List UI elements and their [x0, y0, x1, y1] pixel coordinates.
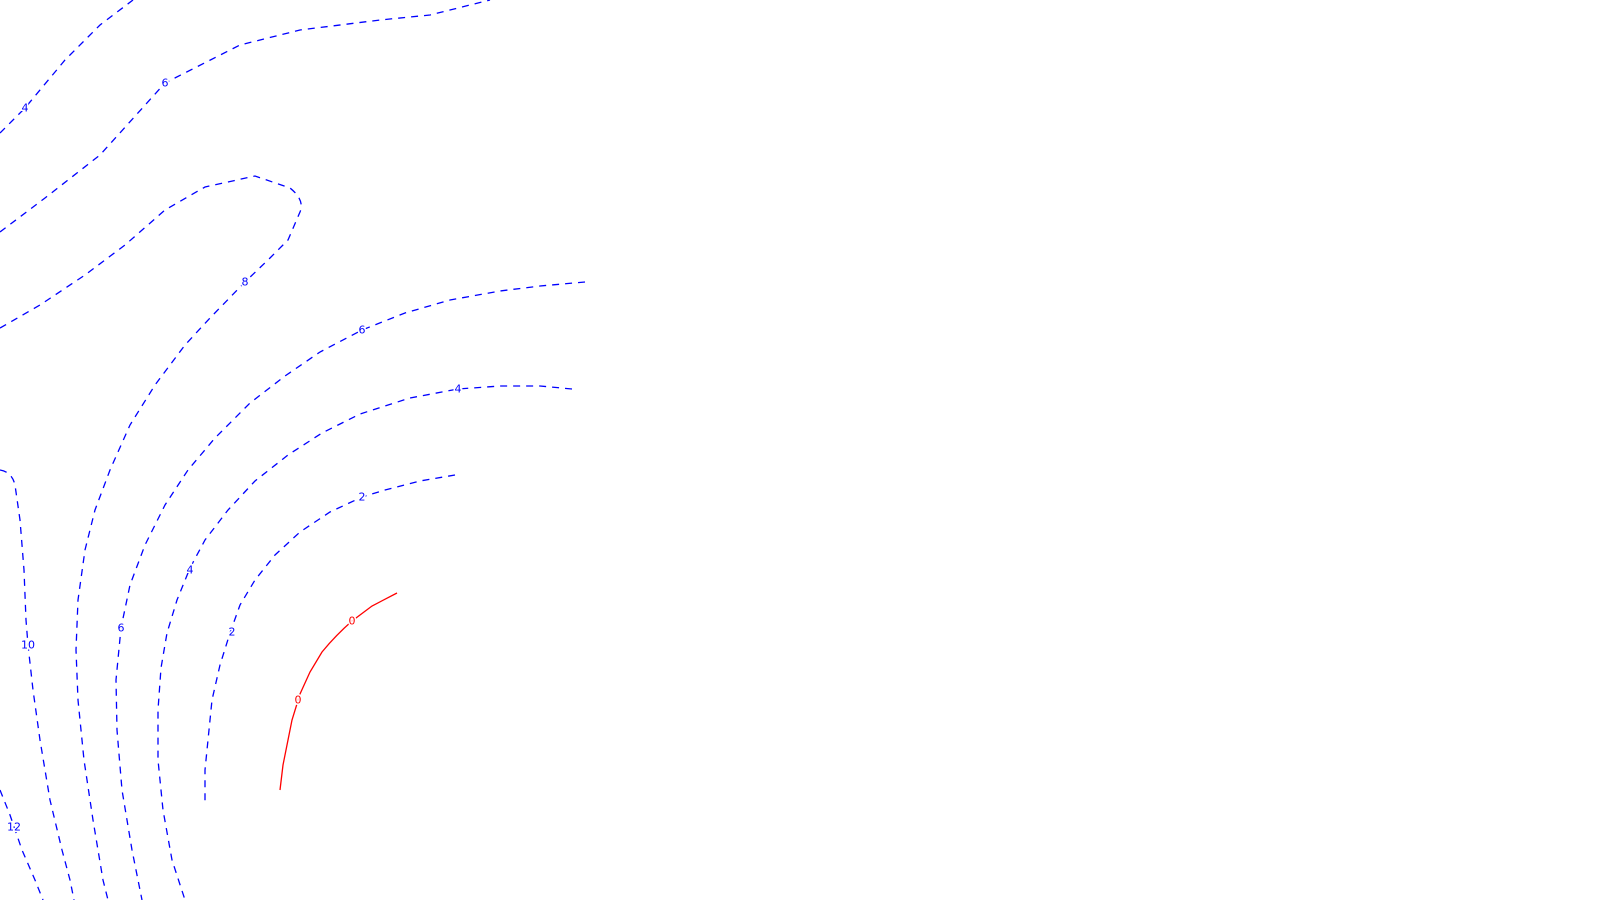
contour-label-10: 10: [21, 639, 35, 652]
contour-label-6: 6: [359, 324, 366, 337]
contour-line-6-top: [0, 0, 491, 233]
contour-label-0: 0: [349, 615, 356, 628]
contour-line-8: [0, 175, 302, 900]
contour-label-2: 2: [359, 491, 366, 504]
contour-label-4: 4: [455, 383, 462, 396]
contour-line-10: [0, 469, 75, 900]
contour-line-12: [0, 789, 44, 900]
contour-line-4-mid: [157, 385, 573, 900]
contour-line-2: [204, 474, 456, 805]
contour-line-4-top: [0, 0, 134, 134]
contour-label-4: 4: [187, 564, 194, 577]
contour-line-0: [279, 592, 398, 791]
contour-line-6-mid: [115, 281, 586, 900]
contour-labels: 4 6 8 6 6 4 4 2 2 10 12 0 0: [6, 75, 464, 835]
contour-label-12: 12: [7, 821, 21, 834]
contour-label-2: 2: [229, 626, 236, 639]
contour-label-0: 0: [295, 694, 302, 707]
contour-label-6: 6: [162, 77, 169, 90]
contour-label-8: 8: [242, 276, 249, 289]
contour-label-4: 4: [22, 102, 29, 115]
contour-label-6: 6: [118, 622, 125, 635]
